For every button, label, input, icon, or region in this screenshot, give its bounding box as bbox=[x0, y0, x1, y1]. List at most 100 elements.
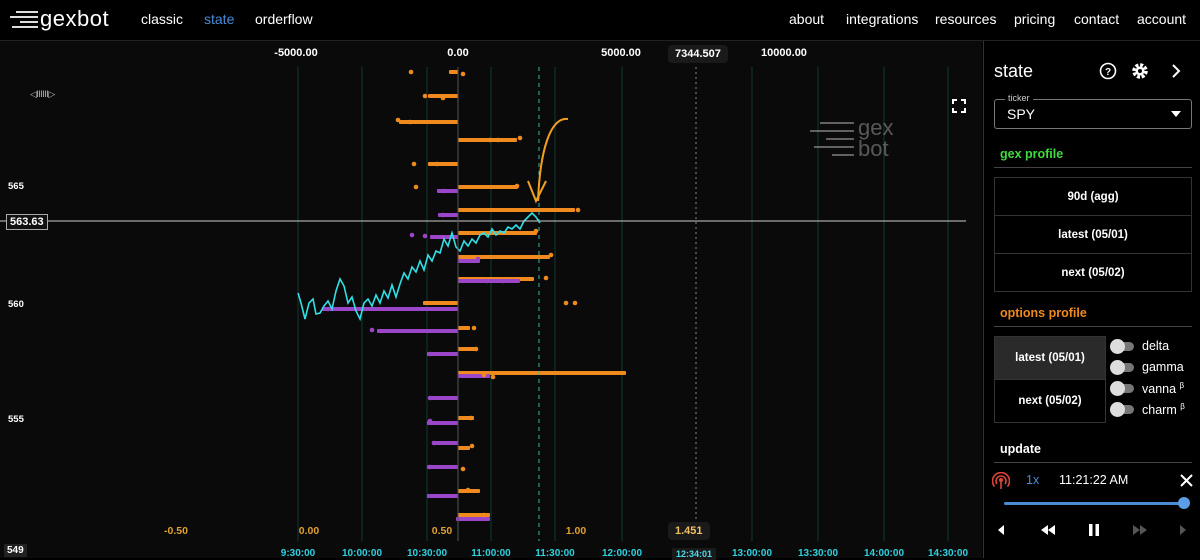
nav-link-classic[interactable]: classic bbox=[141, 11, 184, 27]
strike-dot-call bbox=[514, 183, 520, 189]
strike-dot-call bbox=[563, 300, 569, 306]
toggle-switch[interactable] bbox=[1110, 359, 1134, 375]
strike-bar-put bbox=[427, 465, 458, 469]
gex-profile-buttons: 90d (agg) latest (05/01) next (05/02) bbox=[994, 177, 1192, 292]
strike-bar-call bbox=[458, 446, 470, 450]
strike-bar-put bbox=[377, 329, 458, 333]
strike-bar-call bbox=[458, 255, 550, 259]
strike-dot-put bbox=[427, 464, 433, 470]
strike-dot-call bbox=[408, 69, 414, 75]
strike-dot-call bbox=[395, 117, 401, 123]
nav-link-about[interactable]: about bbox=[789, 11, 825, 27]
state-panel: state ? ticker SPY gex profile 90d (agg)… bbox=[983, 41, 1200, 558]
strike-bar-call bbox=[458, 208, 575, 212]
options-next-button[interactable]: next (05/02) bbox=[1018, 395, 1082, 407]
update-controls: 1x 11:21:22 AM bbox=[984, 471, 1200, 491]
top-axis-tick: -5000.00 bbox=[274, 47, 317, 59]
top-axis-tick: 0.00 bbox=[447, 47, 468, 59]
options-latest-button[interactable]: latest (05/01) bbox=[995, 337, 1105, 380]
bottom-axis-marker: 1.451 bbox=[668, 522, 710, 540]
bottom-axis-tick: 0.00 bbox=[299, 525, 320, 537]
svg-text:?: ? bbox=[1105, 67, 1111, 78]
logo-text: gexbot bbox=[40, 6, 110, 31]
toggle-switch[interactable] bbox=[1110, 402, 1134, 418]
toggle-gamma[interactable]: gamma bbox=[1110, 359, 1184, 375]
gex-chart[interactable]: -5000.00 0.00 5000.00 10000.00 -0.50 0.00 0.50… bbox=[0, 41, 982, 558]
gex-next-button[interactable]: next (05/02) bbox=[1061, 266, 1125, 279]
gex-latest-button[interactable]: latest (05/01) bbox=[995, 216, 1191, 254]
strike-dot-put bbox=[441, 188, 447, 194]
nav-link-account[interactable]: account bbox=[1137, 11, 1187, 27]
options-profile-buttons: latest (05/01) next (05/02) bbox=[994, 336, 1106, 423]
strike-dot-put bbox=[427, 395, 433, 401]
bottom-axis-tick: -0.50 bbox=[164, 525, 188, 537]
time-axis-tick: 14:00:00 bbox=[864, 548, 904, 558]
toggle-label: vanna bbox=[1142, 382, 1177, 397]
y-low-label: 549 bbox=[4, 544, 27, 557]
strike-bar-call bbox=[458, 138, 517, 142]
nav-link-resources[interactable]: resources bbox=[935, 11, 997, 27]
logo[interactable]: gexbot bbox=[8, 6, 109, 32]
nav-link-contact[interactable]: contact bbox=[1074, 11, 1120, 27]
strike-dot-put bbox=[431, 440, 437, 446]
fullscreen-icon[interactable] bbox=[952, 99, 966, 113]
slider-handle[interactable] bbox=[1178, 497, 1190, 509]
chevron-right-icon[interactable] bbox=[1166, 61, 1186, 81]
ticker-select[interactable]: ticker SPY bbox=[994, 93, 1192, 129]
strike-dot-call bbox=[465, 487, 471, 493]
watermark-lines-icon bbox=[806, 118, 854, 158]
nav-link-integrations[interactable]: integrations bbox=[846, 11, 919, 27]
gex-chart-area[interactable]: -5000.00 0.00 5000.00 10000.00 -0.50 0.00 0.50… bbox=[0, 41, 982, 558]
panel-title: state bbox=[994, 61, 1034, 81]
current-price-label: 563.63 bbox=[6, 214, 48, 230]
strike-dot-call bbox=[487, 137, 493, 143]
beta-badge: β bbox=[1180, 402, 1185, 411]
strike-dot-call bbox=[473, 346, 479, 352]
scrubber-handle[interactable]: ◁IIIIII▷ bbox=[30, 89, 55, 99]
step-forward-icon[interactable] bbox=[1178, 524, 1188, 536]
gex-profile-title: gex profile bbox=[1000, 147, 1064, 161]
strike-dot-put bbox=[484, 278, 490, 284]
nav-link-state[interactable]: state bbox=[204, 11, 235, 27]
strike-dot-call bbox=[434, 161, 440, 167]
fast-forward-icon[interactable] bbox=[1132, 524, 1148, 536]
strike-bar-put bbox=[429, 396, 458, 400]
strike-dot-call bbox=[460, 71, 466, 77]
toggle-vanna[interactable]: vanna β bbox=[1110, 381, 1184, 397]
toggle-charm[interactable]: charm β bbox=[1110, 402, 1185, 418]
divider bbox=[994, 326, 1192, 327]
update-time: 11:21:22 AM bbox=[1059, 473, 1129, 487]
broadcast-icon[interactable] bbox=[992, 472, 1010, 490]
gear-icon[interactable] bbox=[1130, 61, 1150, 81]
strike-bar-call bbox=[423, 301, 458, 305]
toggle-delta[interactable]: delta bbox=[1110, 338, 1169, 354]
time-axis-tick: 10:00:00 bbox=[342, 548, 382, 558]
y-axis-tick: 560 bbox=[8, 299, 24, 310]
strike-dot-call bbox=[481, 512, 487, 518]
update-title: update bbox=[1000, 442, 1041, 456]
help-icon[interactable]: ? bbox=[1098, 61, 1118, 81]
time-slider[interactable] bbox=[1004, 497, 1190, 509]
price-line bbox=[297, 211, 541, 322]
toggle-label: charm bbox=[1142, 403, 1177, 418]
speed-label[interactable]: 1x bbox=[1026, 473, 1040, 487]
toggle-switch[interactable] bbox=[1110, 381, 1134, 397]
gex-90d-button[interactable]: 90d (agg) bbox=[995, 178, 1191, 216]
strike-dot-call bbox=[543, 275, 549, 281]
close-icon[interactable] bbox=[1180, 474, 1193, 487]
pause-icon[interactable] bbox=[1088, 524, 1100, 536]
nav-link-pricing[interactable]: pricing bbox=[1014, 11, 1056, 27]
divider bbox=[994, 462, 1192, 463]
strike-dot-call bbox=[533, 228, 539, 234]
strike-bar-put bbox=[458, 259, 480, 263]
rewind-icon[interactable] bbox=[1040, 524, 1056, 536]
strike-bar-call bbox=[449, 70, 458, 74]
strike-bar-put bbox=[437, 189, 458, 193]
strike-dot-put bbox=[369, 327, 375, 333]
strike-dot-call bbox=[440, 95, 446, 101]
bottom-axis-tick: 0.50 bbox=[432, 525, 453, 537]
nav-link-orderflow[interactable]: orderflow bbox=[255, 11, 313, 27]
toggle-switch[interactable] bbox=[1110, 338, 1134, 354]
strike-dot-call bbox=[407, 119, 413, 125]
step-back-icon[interactable] bbox=[996, 524, 1006, 536]
